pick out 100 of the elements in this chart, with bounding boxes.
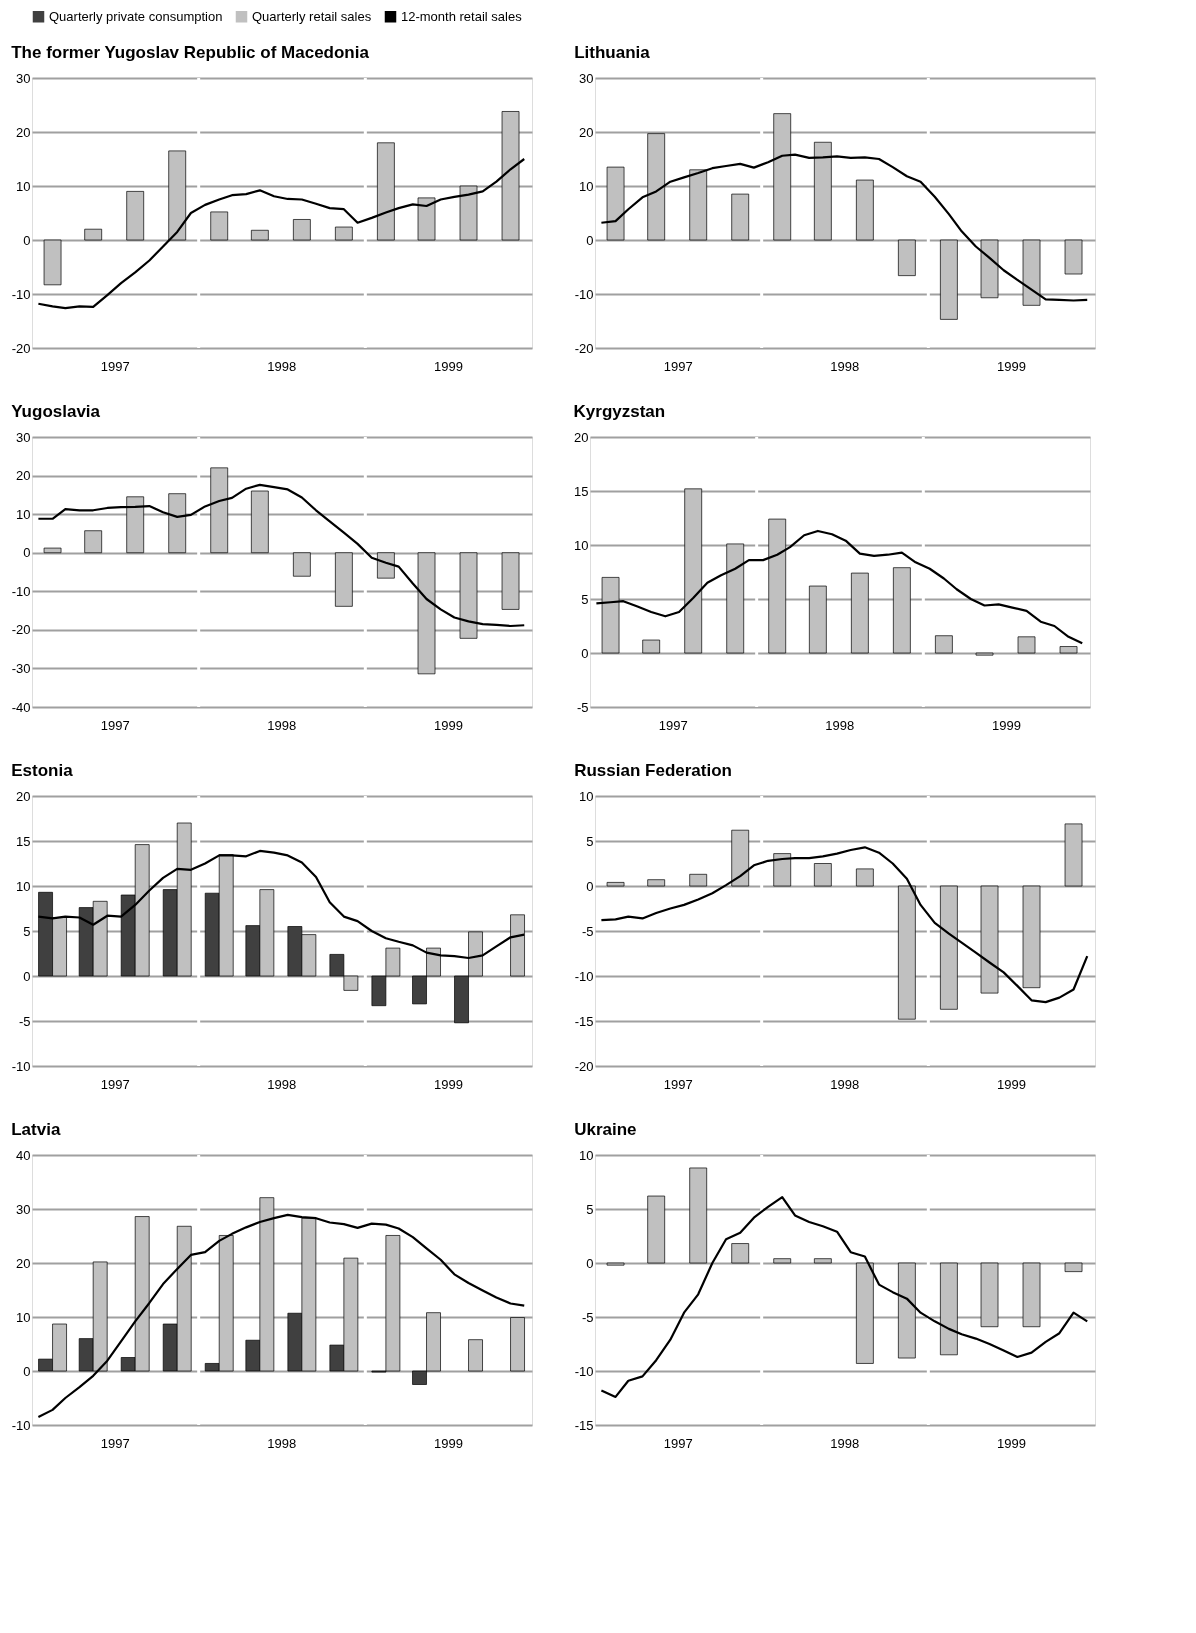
y-tick-label: -15 [574, 1417, 594, 1433]
x-tick-label: 1997 [100, 1435, 130, 1451]
bar [606, 882, 625, 887]
chart-title: Kyrgyzstan [573, 402, 666, 421]
legend-label: Quarterly retail sales [252, 8, 372, 24]
y-tick-label: 5 [586, 833, 594, 849]
y-tick-label: 0 [23, 968, 31, 984]
bar [898, 239, 916, 276]
bar [251, 229, 269, 241]
chart-title: Ukraine [574, 1120, 637, 1139]
x-tick-label: 1997 [658, 717, 688, 733]
bar [293, 219, 311, 241]
y-tick-label: -5 [581, 1309, 594, 1325]
x-tick-label: 1999 [992, 717, 1021, 733]
chart-title: The former Yugoslav Republic of Macedonia [11, 43, 370, 62]
x-tick-label: 1998 [267, 1435, 297, 1451]
y-tick-label: 10 [16, 1309, 31, 1325]
y-tick-label: -10 [11, 286, 31, 302]
y-tick-label: 30 [16, 429, 31, 445]
y-tick-label: 20 [16, 124, 31, 140]
y-tick-label: 0 [23, 1363, 31, 1379]
y-tick-label: 0 [23, 545, 31, 561]
bar [856, 868, 874, 887]
y-tick-label: 30 [579, 70, 594, 86]
y-tick-label: -5 [576, 699, 589, 715]
bar [856, 1262, 874, 1364]
y-tick-label: 20 [574, 429, 589, 445]
x-tick-label: 1999 [434, 1435, 463, 1451]
x-tick-label: 1999 [434, 1076, 463, 1092]
bar [251, 490, 269, 554]
bar [1064, 823, 1083, 887]
bar [210, 211, 229, 241]
bar [814, 1258, 832, 1264]
line-series [600, 1196, 1089, 1399]
bar [731, 193, 750, 241]
y-tick-label: 10 [574, 537, 589, 553]
y-tick-label: -10 [11, 1417, 31, 1433]
bar [731, 1243, 750, 1264]
y-tick-label: 10 [579, 788, 594, 804]
bar [1017, 636, 1036, 654]
bar [773, 853, 792, 887]
x-tick-label: 1999 [997, 1435, 1026, 1451]
y-tick-label: 15 [574, 483, 589, 499]
chart-title: Russian Federation [574, 761, 732, 780]
bar [980, 1262, 999, 1328]
bar [43, 239, 62, 286]
y-tick-label: 0 [586, 1255, 594, 1271]
x-tick-label: 1998 [267, 358, 297, 374]
x-tick-label: 1997 [100, 717, 130, 733]
y-tick-label: 30 [16, 1201, 31, 1217]
x-tick-label: 1998 [830, 1076, 860, 1092]
bar [335, 552, 353, 607]
y-tick-label: -40 [11, 699, 31, 715]
chart-title: Yugoslavia [11, 402, 101, 421]
bar [417, 197, 436, 241]
y-tick-label: -20 [11, 340, 31, 356]
chart-title: Latvia [11, 1120, 61, 1139]
y-tick-label: 5 [23, 923, 31, 939]
y-tick-label: 10 [16, 506, 31, 522]
y-tick-label: 0 [581, 645, 589, 661]
y-tick-label: -5 [18, 1013, 31, 1029]
x-tick-label: 1997 [663, 1435, 693, 1451]
bar [510, 1317, 525, 1372]
x-tick-label: 1997 [663, 1076, 693, 1092]
y-tick-label: -10 [11, 583, 31, 599]
bar [980, 885, 999, 994]
y-tick-label: 10 [16, 178, 31, 194]
bar [689, 169, 708, 241]
y-tick-label: 20 [579, 124, 594, 140]
bar [940, 1262, 958, 1356]
y-tick-label: 0 [586, 232, 594, 248]
y-tick-label: 10 [579, 178, 594, 194]
x-tick-label: 1998 [830, 1435, 860, 1451]
legend-label: 12-month retail sales [401, 8, 523, 24]
bar [606, 166, 625, 241]
y-tick-label: 5 [581, 591, 589, 607]
bar [689, 1167, 708, 1264]
bar [126, 191, 145, 241]
x-tick-label: 1997 [100, 1076, 130, 1092]
y-tick-label: 5 [586, 1201, 594, 1217]
y-tick-label: -20 [574, 1058, 594, 1074]
bar [856, 179, 874, 241]
y-tick-label: -10 [11, 1058, 31, 1074]
bar [606, 1262, 625, 1266]
bar [975, 652, 994, 656]
x-tick-label: 1999 [434, 717, 463, 733]
bar [814, 863, 832, 887]
y-tick-label: 20 [16, 1255, 31, 1271]
bar [809, 585, 827, 654]
x-tick-label: 1999 [434, 358, 463, 374]
bar [935, 635, 953, 654]
x-tick-label: 1998 [825, 717, 855, 733]
y-tick-label: -5 [581, 923, 594, 939]
bar [1022, 885, 1041, 989]
y-tick-label: -20 [11, 622, 31, 638]
bar [642, 639, 661, 654]
bar [335, 226, 353, 241]
bar [1064, 239, 1083, 275]
bar [168, 493, 187, 554]
bar [468, 1339, 483, 1372]
